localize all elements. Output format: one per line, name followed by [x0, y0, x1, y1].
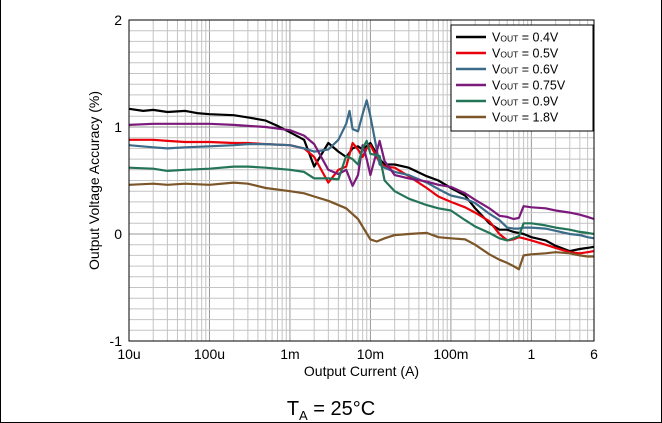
series-line-5	[128, 139, 595, 242]
x-tick-label: 1	[527, 346, 535, 362]
x-tick-label: 100m	[433, 346, 468, 362]
caption-subscript: A	[299, 408, 308, 423]
x-tick-label: 10u	[117, 346, 140, 362]
x-tick-label: 6	[590, 346, 598, 362]
x-axis-label: Output Current (A)	[304, 363, 419, 379]
series-line-6	[128, 181, 594, 271]
legend-label: VOUT = 0.5V	[492, 47, 559, 61]
y-tick-label: 1	[114, 119, 122, 135]
x-tick-label: 100u	[194, 346, 225, 362]
legend-label: VOUT = 0.6V	[492, 63, 559, 77]
legend-box	[450, 24, 594, 132]
y-tick-label: 2	[114, 12, 122, 28]
x-tick-label: 10m	[357, 346, 384, 362]
legend-label: VOUT = 0.75V	[492, 79, 566, 93]
y-axis-label: Output Voltage Accuracy (%)	[86, 91, 102, 270]
plot-border	[128, 19, 595, 342]
series-line-4	[128, 122, 595, 221]
caption-main: T	[286, 398, 300, 420]
x-tick-label: 1m	[280, 346, 299, 362]
caption-rest: = 25°C	[307, 398, 376, 420]
temperature-caption: TA = 25°C	[1, 398, 661, 423]
legend-label: VOUT = 1.8V	[492, 111, 559, 125]
legend-label: VOUT = 0.4V	[492, 31, 559, 45]
y-tick-label: 0	[114, 226, 122, 242]
legend-label: VOUT = 0.9V	[492, 95, 559, 109]
y-tick-label: -1	[110, 333, 123, 349]
